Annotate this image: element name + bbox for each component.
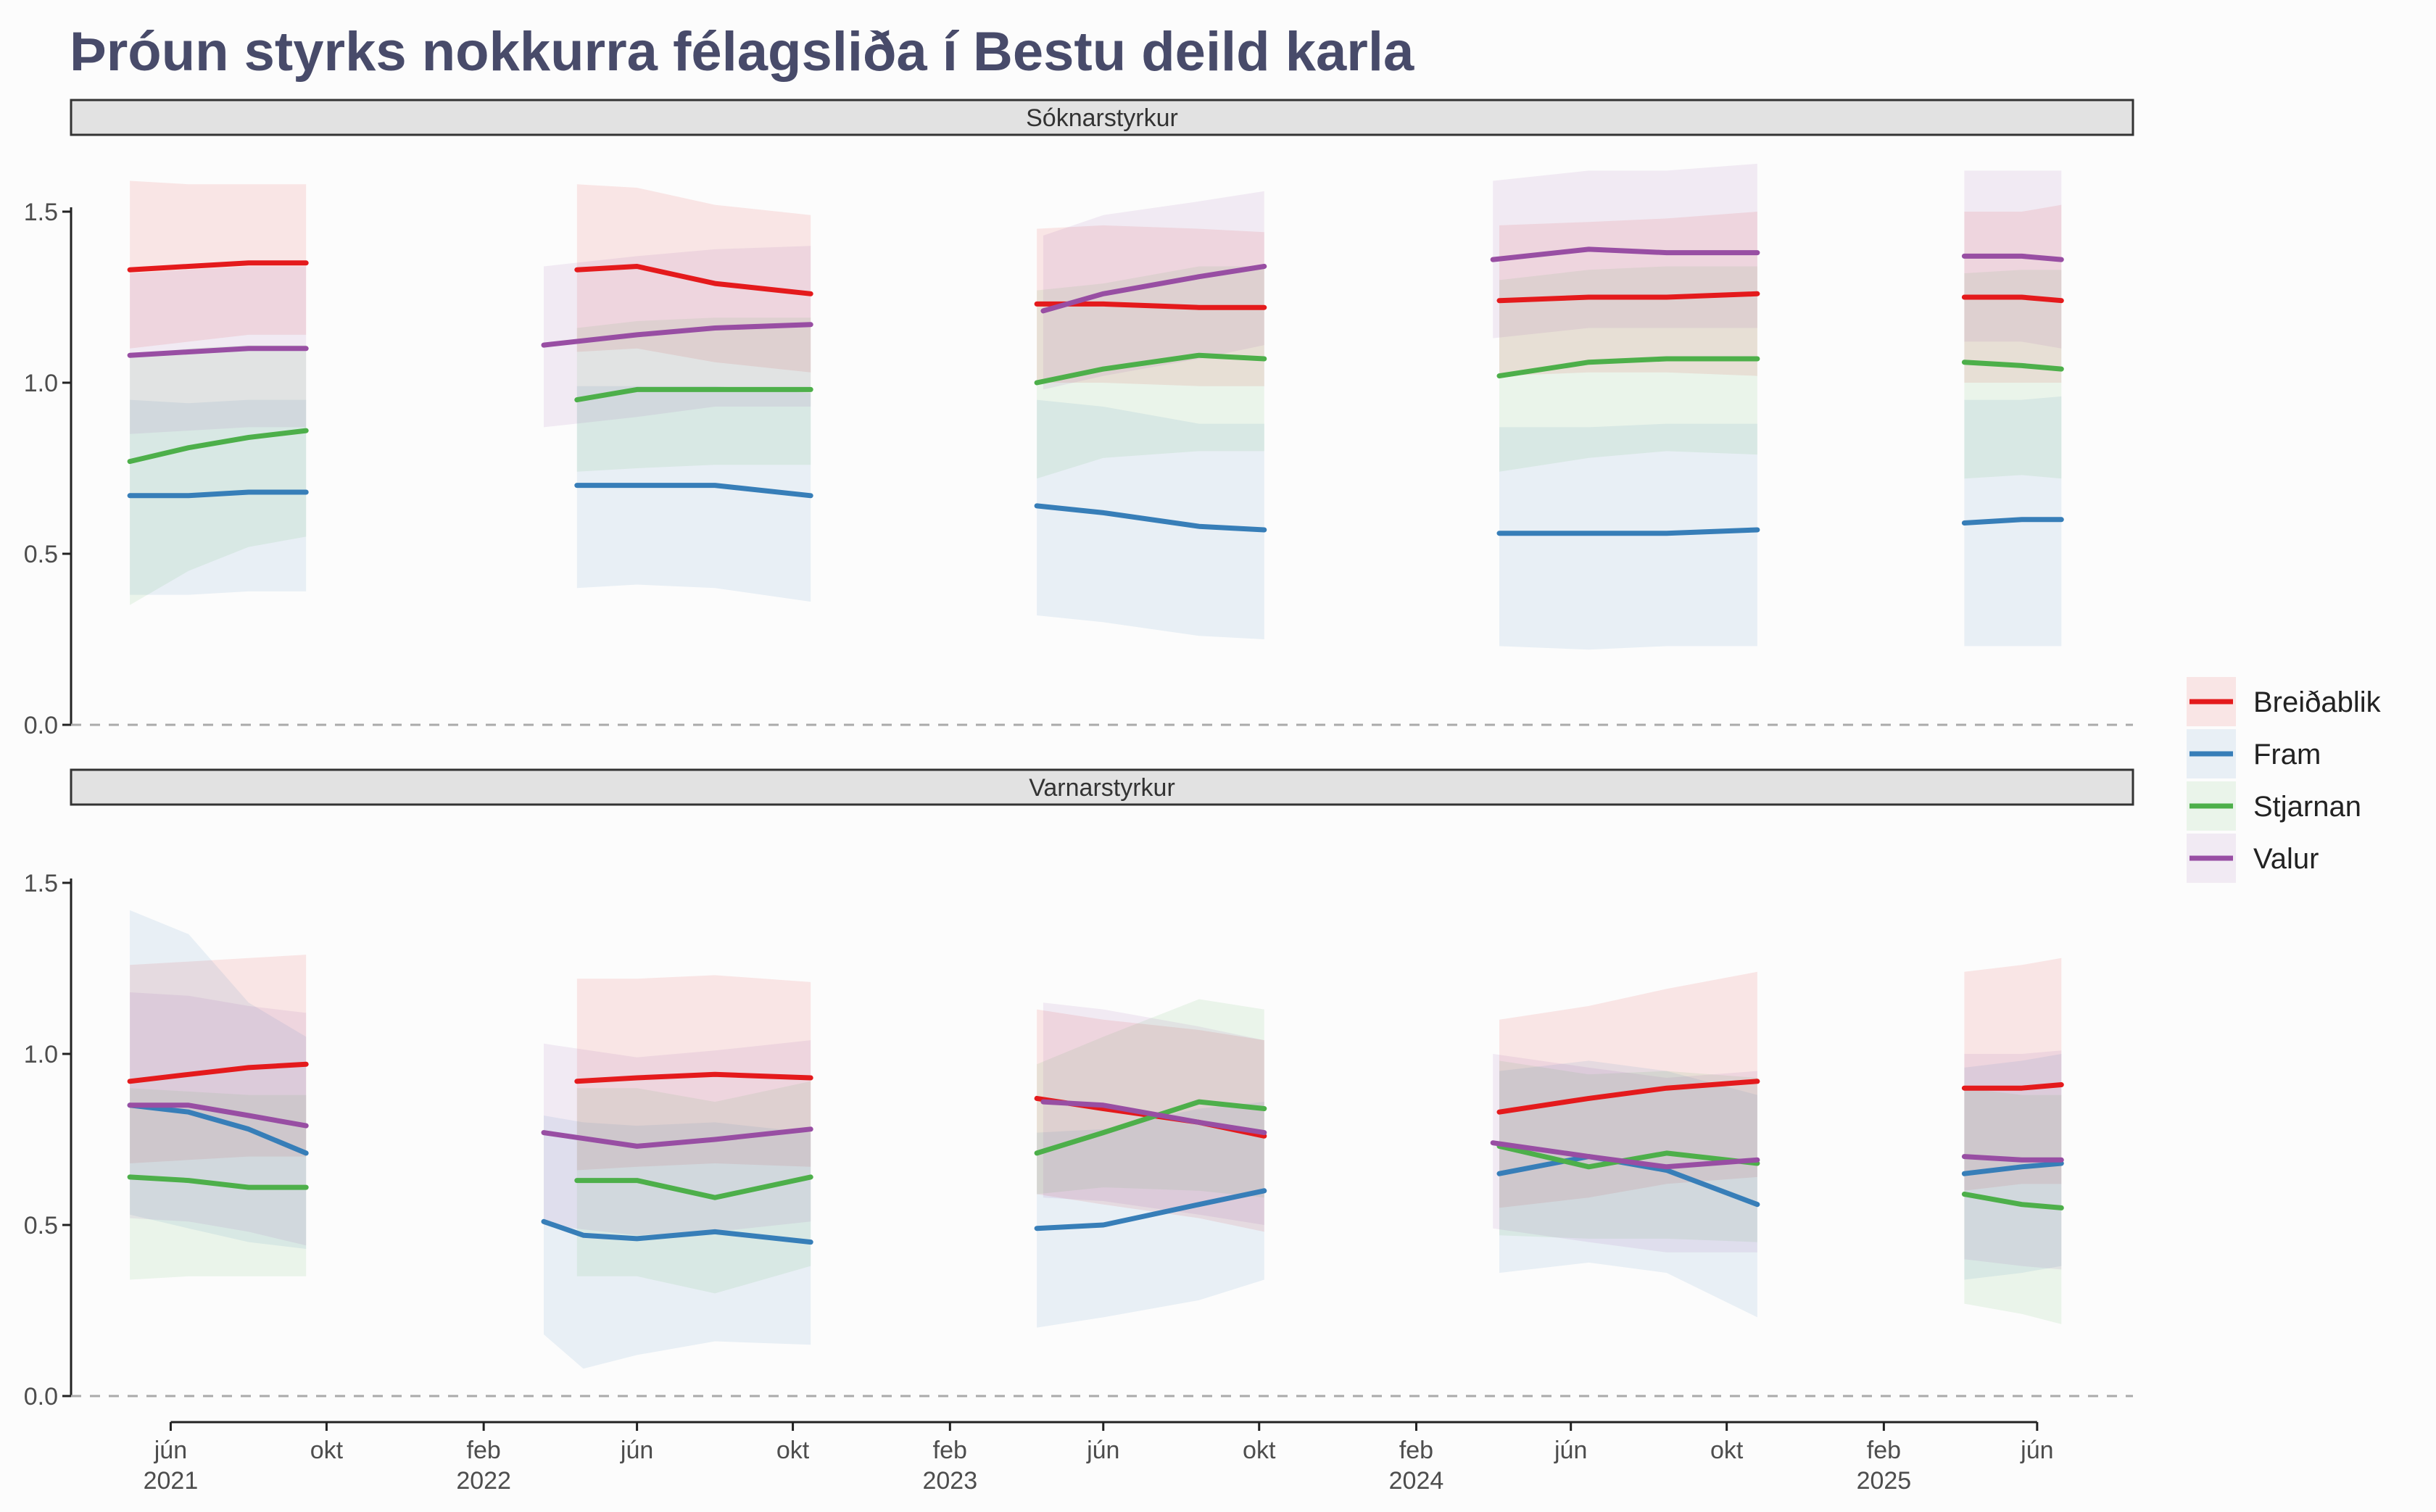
- series-line: [1034, 503, 1267, 533]
- y-tick-label: 1.0: [24, 370, 58, 397]
- uncertainty-band: [1499, 971, 1757, 1208]
- series-line: [1490, 246, 1760, 262]
- x-tick-label: feb: [1867, 1437, 1901, 1464]
- uncertainty-band: [1043, 191, 1264, 390]
- series-line: [1496, 1079, 1760, 1115]
- legend-label: Stjarnan: [2253, 791, 2361, 823]
- x-tick-label: okt: [310, 1437, 344, 1464]
- legend-label: Fram: [2253, 739, 2321, 770]
- x-tick-label: jún: [1554, 1437, 1587, 1464]
- uncertainty-band: [576, 386, 811, 602]
- series-line: [1034, 1099, 1267, 1156]
- x-tick-label: jún: [620, 1437, 653, 1464]
- uncertainty-band: [1499, 1060, 1757, 1242]
- uncertainty-band: [1964, 1088, 2062, 1324]
- series-line: [127, 346, 309, 358]
- uncertainty-band: [130, 345, 307, 605]
- series-line: [1961, 294, 2064, 304]
- series-line: [1961, 253, 2064, 262]
- series-line: [127, 1102, 309, 1156]
- series-line: [1490, 1140, 1760, 1170]
- series-line: [1496, 527, 1760, 536]
- x-tick-label: jún: [2020, 1437, 2053, 1464]
- y-tick-label: 0.0: [24, 712, 58, 739]
- series-line: [1961, 1154, 2064, 1163]
- x-tick-year-label: 2024: [1389, 1467, 1444, 1495]
- y-tick-label: 0.5: [24, 1212, 58, 1239]
- uncertainty-band: [1499, 266, 1757, 472]
- uncertainty-band: [1964, 958, 2062, 1191]
- panel-strip-label: Varnarstyrkur: [1029, 774, 1175, 802]
- series-line: [1961, 1082, 2064, 1091]
- series-line: [1040, 1099, 1267, 1136]
- series-line: [1961, 1160, 2064, 1176]
- uncertainty-band: [1964, 170, 2062, 349]
- legend-label: Breiðablik: [2253, 686, 2382, 718]
- x-tick-label: jún: [1086, 1437, 1119, 1464]
- series-line: [1496, 291, 1760, 304]
- series-line: [1034, 352, 1267, 386]
- series-line: [127, 1102, 309, 1129]
- x-tick-label: feb: [933, 1437, 967, 1464]
- uncertainty-band: [1037, 1009, 1264, 1232]
- series-line: [1961, 1192, 2064, 1210]
- series-line: [574, 1071, 813, 1084]
- uncertainty-band: [544, 246, 811, 428]
- uncertainty-band: [544, 1040, 811, 1236]
- series-line: [1040, 264, 1267, 314]
- panel-strip-label: Sóknarstyrkur: [1026, 104, 1178, 132]
- series-line: [127, 489, 309, 499]
- uncertainty-band: [1037, 999, 1264, 1198]
- x-tick-label: okt: [1243, 1437, 1276, 1464]
- page-title: Þróun styrks nokkurra félagsliða í Bestu…: [70, 21, 1414, 83]
- series-line: [127, 260, 309, 273]
- uncertainty-band: [1964, 204, 2062, 383]
- series-line: [574, 483, 813, 499]
- series-line: [1961, 360, 2064, 372]
- series-line: [541, 1218, 813, 1245]
- uncertainty-band: [576, 975, 811, 1171]
- uncertainty-band: [130, 910, 307, 1249]
- y-tick-label: 1.5: [24, 199, 58, 226]
- uncertainty-band: [1499, 1060, 1757, 1318]
- series-line: [127, 428, 309, 465]
- series-line: [1961, 517, 2064, 526]
- legend-label: Valur: [2253, 843, 2319, 875]
- x-tick-label: okt: [776, 1437, 810, 1464]
- panel-strip: [70, 768, 2134, 806]
- y-tick-label: 1.0: [24, 1041, 58, 1068]
- x-tick-label: okt: [1710, 1437, 1744, 1464]
- series-line: [127, 1174, 309, 1190]
- y-tick-label: 0.0: [24, 1383, 58, 1411]
- series-line: [1496, 356, 1760, 379]
- series-line: [574, 264, 813, 296]
- x-tick-label: feb: [467, 1437, 501, 1464]
- series-line: [574, 386, 813, 403]
- x-tick-label: jún: [154, 1437, 187, 1464]
- y-tick-label: 0.5: [24, 541, 58, 568]
- series-line: [1034, 1188, 1267, 1231]
- series-line: [541, 322, 813, 348]
- uncertainty-band: [576, 317, 811, 472]
- series-line: [574, 1174, 813, 1200]
- x-tick-year-label: 2021: [144, 1467, 199, 1495]
- uncertainty-band: [1499, 423, 1757, 650]
- panel-strip: [70, 99, 2134, 136]
- series-line: [127, 1061, 309, 1084]
- y-tick-label: 1.5: [24, 870, 58, 897]
- series-line: [541, 1126, 813, 1149]
- x-tick-year-label: 2023: [922, 1467, 977, 1495]
- x-tick-label: feb: [1399, 1437, 1433, 1464]
- x-tick-year-label: 2025: [1857, 1467, 1912, 1495]
- uncertainty-band: [1037, 266, 1264, 479]
- uncertainty-band: [1964, 270, 2062, 479]
- x-tick-year-label: 2022: [456, 1467, 511, 1495]
